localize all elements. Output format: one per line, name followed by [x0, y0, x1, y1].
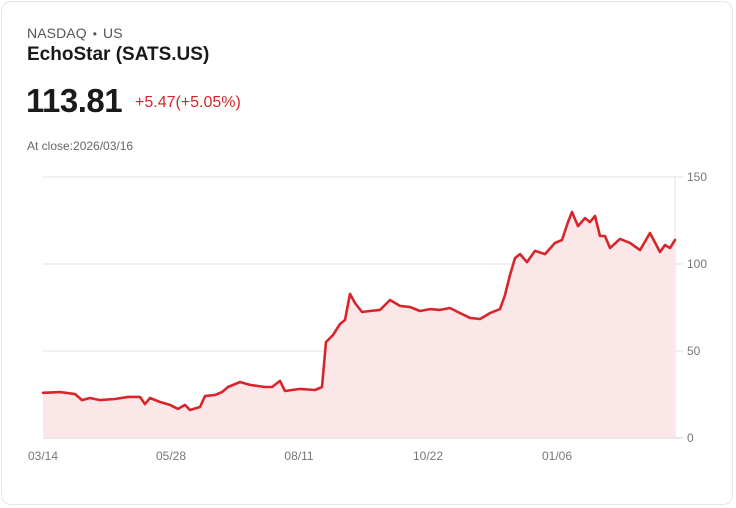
y-axis: 0 50 100 150	[687, 170, 707, 445]
price-area-fill	[43, 212, 675, 438]
current-price: 113.81	[26, 82, 123, 119]
stock-title: EchoStar (SATS.US)	[27, 44, 210, 65]
y-tick-label: 100	[687, 257, 707, 271]
x-tick-label: 01/06	[542, 449, 572, 463]
x-tick-label: 10/22	[413, 449, 443, 463]
y-tick-label: 50	[687, 344, 701, 358]
separator-dot: •	[92, 27, 98, 41]
y-tick-label: 150	[687, 170, 707, 184]
region: US	[103, 25, 123, 41]
exchange-name: NASDAQ	[27, 25, 87, 41]
x-tick-label: 08/11	[284, 449, 313, 463]
price-change: +5.47(+5.05%)	[135, 94, 241, 111]
y-tick-label: 0	[687, 431, 694, 445]
x-tick-label: 03/14	[28, 449, 58, 463]
x-axis: 03/14 05/28 08/11 10/22 01/06	[28, 449, 572, 463]
price-line	[41, 210, 677, 412]
at-close-date: At close:2026/03/16	[27, 139, 134, 153]
x-tick-label: 05/28	[156, 449, 186, 463]
exchange-line: NASDAQ • US	[27, 25, 123, 41]
